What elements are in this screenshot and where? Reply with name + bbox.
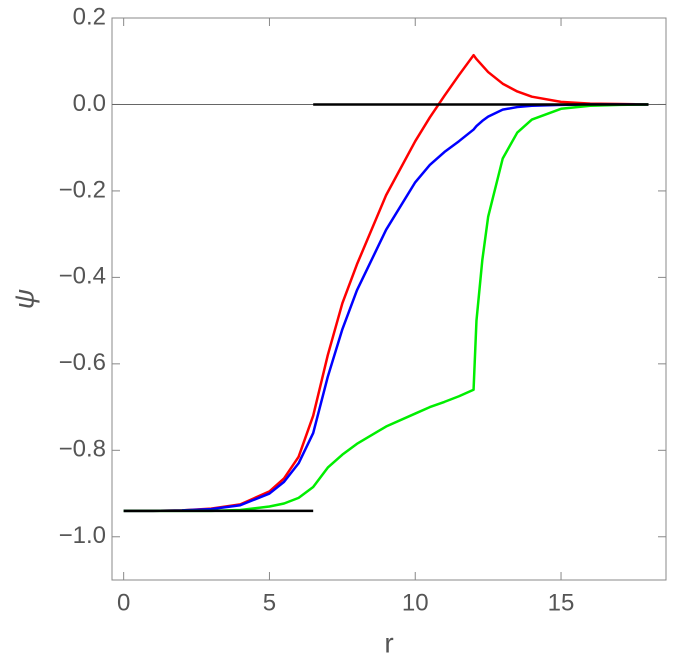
x-tick-label: 10 bbox=[402, 589, 429, 616]
x-tick-label: 0 bbox=[117, 589, 130, 616]
y-tick-label: 0.0 bbox=[73, 90, 106, 117]
x-tick-label: 5 bbox=[263, 589, 276, 616]
plot-frame bbox=[111, 17, 667, 581]
y-tick-label: 0.2 bbox=[73, 3, 106, 30]
y-tick-label: −0.6 bbox=[59, 349, 106, 376]
series-line bbox=[123, 53, 649, 513]
y-tick-label: −0.8 bbox=[59, 436, 106, 463]
y-tick-label: −1.0 bbox=[59, 522, 106, 549]
y-tick-label: −0.2 bbox=[59, 176, 106, 203]
y-tick-label: −0.4 bbox=[59, 263, 106, 290]
x-tick-label: 15 bbox=[548, 589, 575, 616]
y-axis-label: ψ bbox=[8, 289, 39, 309]
series-line bbox=[123, 103, 649, 513]
x-axis-label: r bbox=[384, 627, 393, 658]
series-line bbox=[123, 103, 649, 513]
